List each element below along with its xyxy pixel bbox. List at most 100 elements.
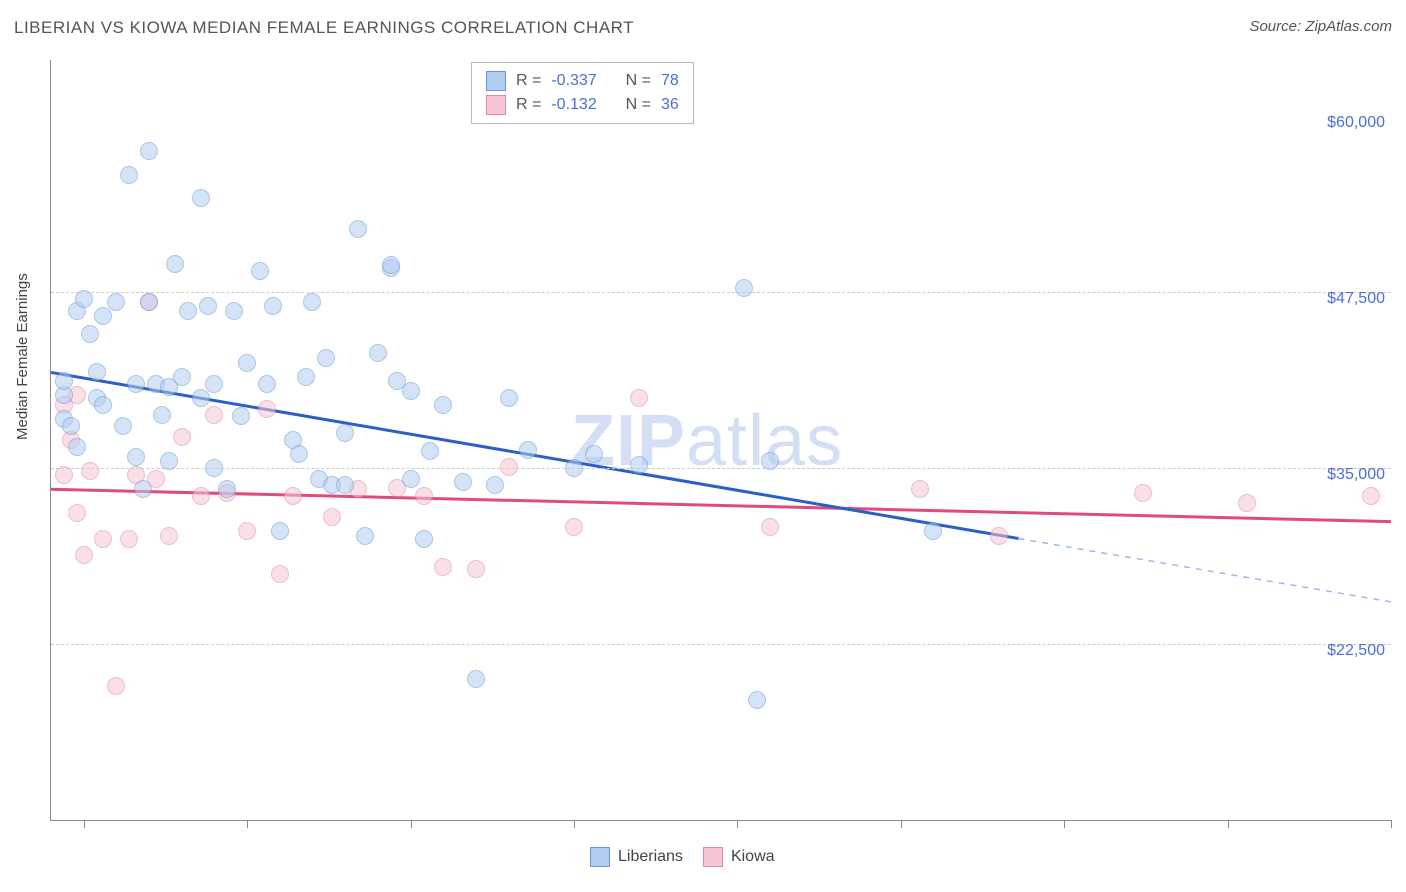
series-legend: Liberians Kiowa	[590, 847, 775, 867]
scatter-point-kiowa	[911, 480, 929, 498]
correlation-legend-row-kiowa: R = -0.132 N = 36	[486, 93, 679, 117]
series-legend-item-liberians: Liberians	[590, 847, 683, 867]
scatter-point-kiowa	[323, 508, 341, 526]
plot-area: ZIPatlas R = -0.337 N = 78 R = -0.132 N …	[50, 60, 1391, 821]
scatter-point-liberians	[467, 670, 485, 688]
scatter-point-kiowa	[761, 518, 779, 536]
scatter-point-liberians	[434, 396, 452, 414]
scatter-point-liberians	[303, 293, 321, 311]
x-tick	[901, 820, 902, 828]
y-axis-label: Median Female Earnings	[14, 273, 31, 440]
scatter-point-liberians	[585, 445, 603, 463]
series-swatch-liberians	[590, 847, 610, 867]
scatter-point-liberians	[205, 459, 223, 477]
gridline	[51, 644, 1391, 645]
scatter-point-liberians	[68, 438, 86, 456]
x-tick	[1228, 820, 1229, 828]
scatter-point-liberians	[153, 406, 171, 424]
scatter-point-kiowa	[565, 518, 583, 536]
scatter-point-liberians	[761, 452, 779, 470]
correlation-legend-row-liberians: R = -0.337 N = 78	[486, 69, 679, 93]
series-swatch-kiowa	[703, 847, 723, 867]
scatter-point-liberians	[630, 456, 648, 474]
scatter-point-kiowa	[68, 504, 86, 522]
scatter-point-kiowa	[94, 530, 112, 548]
scatter-point-liberians	[454, 473, 472, 491]
y-tick-label: $60,000	[1327, 114, 1385, 132]
y-tick-label: $35,000	[1327, 466, 1385, 484]
scatter-point-liberians	[107, 293, 125, 311]
scatter-point-kiowa	[990, 527, 1008, 545]
correlation-legend: R = -0.337 N = 78 R = -0.132 N = 36	[471, 62, 694, 124]
x-tick	[737, 820, 738, 828]
chart-source: Source: ZipAtlas.com	[1249, 18, 1392, 35]
chart-title: LIBERIAN VS KIOWA MEDIAN FEMALE EARNINGS…	[14, 18, 634, 38]
scatter-point-liberians	[238, 354, 256, 372]
scatter-point-kiowa	[192, 487, 210, 505]
scatter-point-kiowa	[81, 462, 99, 480]
scatter-point-liberians	[271, 522, 289, 540]
scatter-point-kiowa	[415, 487, 433, 505]
scatter-point-liberians	[218, 480, 236, 498]
scatter-point-liberians	[251, 262, 269, 280]
scatter-point-liberians	[173, 368, 191, 386]
x-tick	[1064, 820, 1065, 828]
scatter-point-kiowa	[107, 677, 125, 695]
scatter-point-liberians	[924, 522, 942, 540]
scatter-point-liberians	[114, 417, 132, 435]
scatter-point-liberians	[166, 255, 184, 273]
scatter-point-liberians	[75, 290, 93, 308]
series-legend-item-kiowa: Kiowa	[703, 847, 775, 867]
x-tick	[247, 820, 248, 828]
scatter-point-liberians	[94, 307, 112, 325]
scatter-point-liberians	[369, 344, 387, 362]
scatter-point-liberians	[55, 372, 73, 390]
y-tick-label: $47,500	[1327, 290, 1385, 308]
scatter-point-liberians	[140, 293, 158, 311]
scatter-point-liberians	[500, 389, 518, 407]
scatter-point-liberians	[486, 476, 504, 494]
scatter-point-liberians	[336, 476, 354, 494]
gridline	[51, 292, 1391, 293]
n-value-liberians: 78	[661, 69, 679, 93]
scatter-point-liberians	[264, 297, 282, 315]
trend-lines-layer	[51, 60, 1391, 820]
r-label: R =	[516, 93, 541, 117]
scatter-point-liberians	[192, 389, 210, 407]
scatter-point-kiowa	[258, 400, 276, 418]
scatter-point-kiowa	[630, 389, 648, 407]
scatter-point-liberians	[317, 349, 335, 367]
r-value-liberians: -0.337	[551, 69, 596, 93]
scatter-point-liberians	[127, 375, 145, 393]
scatter-point-kiowa	[271, 565, 289, 583]
scatter-point-liberians	[120, 166, 138, 184]
scatter-point-liberians	[140, 142, 158, 160]
scatter-point-liberians	[258, 375, 276, 393]
scatter-point-liberians	[336, 424, 354, 442]
scatter-point-liberians	[415, 530, 433, 548]
n-value-kiowa: 36	[661, 93, 679, 117]
scatter-point-liberians	[735, 279, 753, 297]
r-value-kiowa: -0.132	[551, 93, 596, 117]
x-tick	[84, 820, 85, 828]
n-label: N =	[626, 69, 651, 93]
series-label-kiowa: Kiowa	[731, 848, 775, 865]
scatter-point-kiowa	[434, 558, 452, 576]
scatter-point-kiowa	[173, 428, 191, 446]
chart-container: LIBERIAN VS KIOWA MEDIAN FEMALE EARNINGS…	[0, 0, 1406, 892]
scatter-point-liberians	[382, 256, 400, 274]
scatter-point-kiowa	[1362, 487, 1380, 505]
trend-line-kiowa	[51, 489, 1391, 521]
scatter-point-liberians	[192, 189, 210, 207]
series-label-liberians: Liberians	[618, 848, 683, 865]
legend-swatch-kiowa	[486, 95, 506, 115]
scatter-point-liberians	[62, 417, 80, 435]
scatter-point-liberians	[179, 302, 197, 320]
scatter-point-liberians	[402, 382, 420, 400]
scatter-point-kiowa	[205, 406, 223, 424]
scatter-point-liberians	[81, 325, 99, 343]
scatter-point-liberians	[199, 297, 217, 315]
scatter-point-kiowa	[160, 527, 178, 545]
scatter-point-kiowa	[284, 487, 302, 505]
scatter-point-liberians	[225, 302, 243, 320]
